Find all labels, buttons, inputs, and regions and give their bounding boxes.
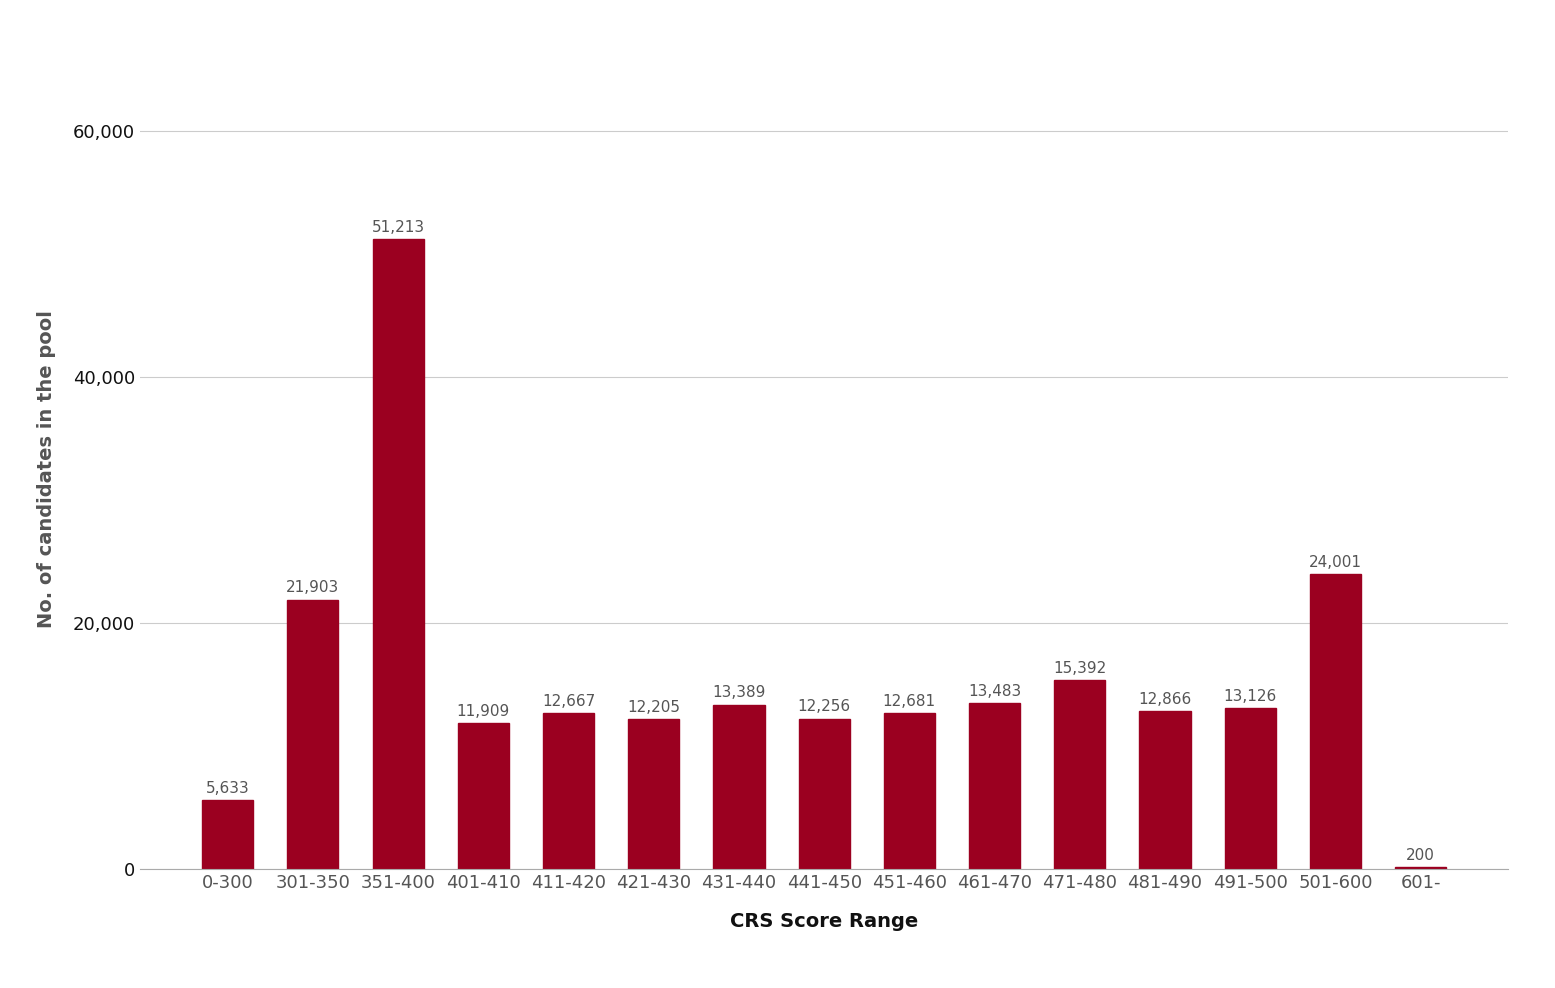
Text: 12,205: 12,205 <box>627 700 680 715</box>
Text: 12,681: 12,681 <box>883 694 936 709</box>
Bar <box>883 713 935 869</box>
Bar <box>373 239 423 869</box>
Text: 13,389: 13,389 <box>712 686 765 700</box>
X-axis label: CRS Score Range: CRS Score Range <box>729 912 919 931</box>
Text: 15,392: 15,392 <box>1053 661 1107 676</box>
Bar <box>1225 707 1275 869</box>
Bar <box>1054 680 1106 869</box>
Text: 24,001: 24,001 <box>1309 554 1362 570</box>
Bar <box>288 600 339 869</box>
Bar <box>799 718 849 869</box>
Y-axis label: No. of candidates in the pool: No. of candidates in the pool <box>37 310 56 628</box>
Bar <box>1395 867 1446 869</box>
Text: 51,213: 51,213 <box>372 219 425 234</box>
Text: 13,483: 13,483 <box>967 684 1022 700</box>
Text: 12,256: 12,256 <box>798 700 851 714</box>
Text: 21,903: 21,903 <box>286 581 339 596</box>
Text: 12,667: 12,667 <box>541 695 596 709</box>
Bar <box>1140 711 1191 869</box>
Text: 13,126: 13,126 <box>1224 689 1277 703</box>
Text: 200: 200 <box>1406 848 1435 863</box>
Bar <box>628 719 680 869</box>
Text: 11,909: 11,909 <box>457 703 510 718</box>
Bar <box>202 800 253 869</box>
Bar <box>457 723 508 869</box>
Text: 5,633: 5,633 <box>205 781 250 795</box>
Bar <box>714 704 765 869</box>
Bar <box>1309 574 1361 869</box>
Bar <box>543 713 594 869</box>
Text: 12,866: 12,866 <box>1138 692 1191 706</box>
Bar <box>969 703 1020 869</box>
